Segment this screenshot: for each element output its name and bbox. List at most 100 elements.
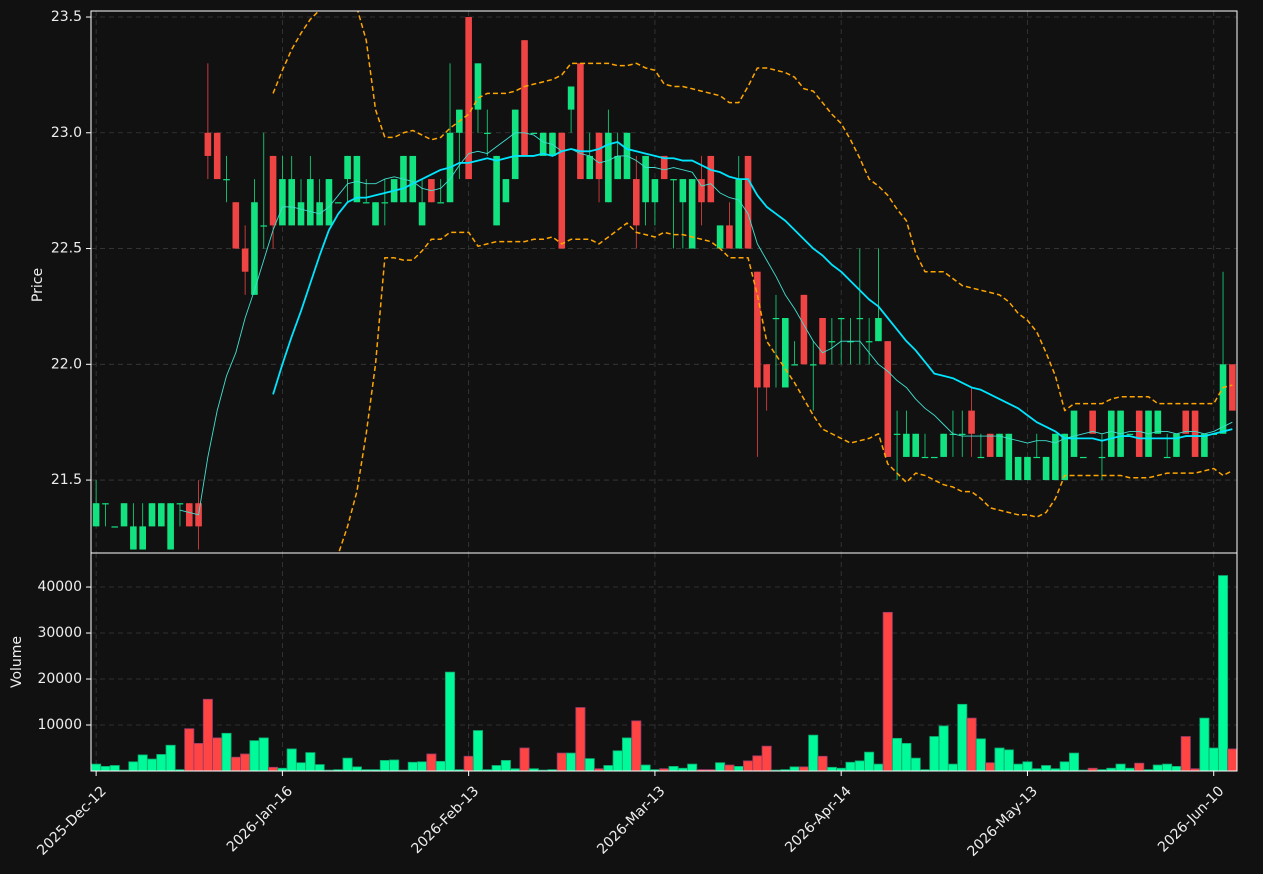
candle-body [772,318,780,320]
volume-bar [137,754,148,772]
volume-bar [575,707,586,772]
volume-bar [845,761,856,772]
volume-bar [491,765,502,772]
candle-body [1135,410,1143,457]
volume-bar [1013,763,1024,772]
candle-body [642,155,649,203]
candle-body [968,410,975,434]
volume-bar [640,764,651,772]
volume-bar [910,757,921,772]
candle-body [660,155,668,180]
y-tick-label: 22.5 [51,241,82,257]
y-tick-label: 23.0 [51,125,82,141]
candle-body [288,179,296,226]
volume-bar [1069,752,1080,772]
y-tick-label: 21.5 [51,472,82,488]
candle-body [1033,456,1041,459]
volume-bar [733,766,744,772]
candle-body [325,179,333,226]
candle-body [1024,456,1031,481]
volume-bar [621,737,632,772]
candle-body [875,318,882,342]
volume-bar [724,764,735,772]
candle-body [567,86,575,110]
volume-bar [1022,761,1033,772]
candle-body [307,179,314,226]
candle-body [707,155,715,203]
indicator-line [272,141,1233,442]
volume-bar [854,760,865,772]
volume-bar [128,761,139,772]
candle-body [884,341,892,457]
candle-body [577,63,584,180]
volume-bar [417,761,428,772]
volume-bar [184,728,195,772]
candle-body [679,179,687,203]
y2-tick-label: 30000 [37,625,82,641]
candle-body [903,433,910,457]
candle-body [241,248,249,272]
volume-bar [584,758,595,772]
volume-bar [752,755,763,772]
volume-bar [286,748,297,772]
candle-body [595,132,603,180]
candle-body [837,318,845,320]
candle-body [372,202,379,226]
volume-bar [379,760,390,772]
candle-body [865,341,873,343]
candle-body [670,179,677,181]
y2-tick-label: 40000 [37,579,82,595]
volume-bar [109,765,120,772]
volume-bar [91,763,102,772]
volume-bar [668,766,679,772]
volume-bar [631,720,642,772]
candle-body [828,341,836,343]
volume-bar [193,743,204,772]
volume-bar [901,743,912,772]
candle-body [614,155,621,180]
grid [86,11,1237,776]
volume-bar [1218,575,1229,772]
candle-body [511,109,519,180]
candle-body [223,179,230,181]
volume-bar [156,754,167,772]
volume-bar [715,762,726,772]
candle-body [782,318,789,388]
candle-body [381,202,389,204]
candle-body [605,132,612,203]
volume-bar [556,752,567,772]
candle-body [996,433,1003,457]
candle-body [856,318,864,320]
candle-body [1126,433,1134,435]
candle-body [437,202,445,204]
candle-body [1201,433,1208,457]
indicator-lines [179,11,1233,553]
candle-body [1229,364,1236,411]
candle-body [297,202,305,226]
candle-body [334,202,342,204]
volume-bar [500,760,511,772]
candle-body [744,155,752,249]
candle-body [1005,433,1013,481]
candle-body [530,132,538,134]
candle-body [1080,456,1087,459]
candle-body [111,526,119,528]
volume-bar [296,762,307,772]
candle-body [809,364,817,366]
candle-body [763,364,770,388]
volume-bar [882,611,893,772]
candle-body [819,318,826,365]
volume-frame [90,552,1238,772]
volume-bar [240,753,251,772]
volume-bar [826,766,837,772]
candle-body [120,503,128,527]
candle-body [92,503,100,527]
candle-body [940,433,947,457]
candle-body [418,202,426,226]
candle-body [185,503,193,527]
volume-bar [743,760,754,772]
candle-body [1173,433,1180,457]
volume-bar [612,750,623,772]
volume-bar [249,740,260,772]
candle-body [130,526,137,550]
